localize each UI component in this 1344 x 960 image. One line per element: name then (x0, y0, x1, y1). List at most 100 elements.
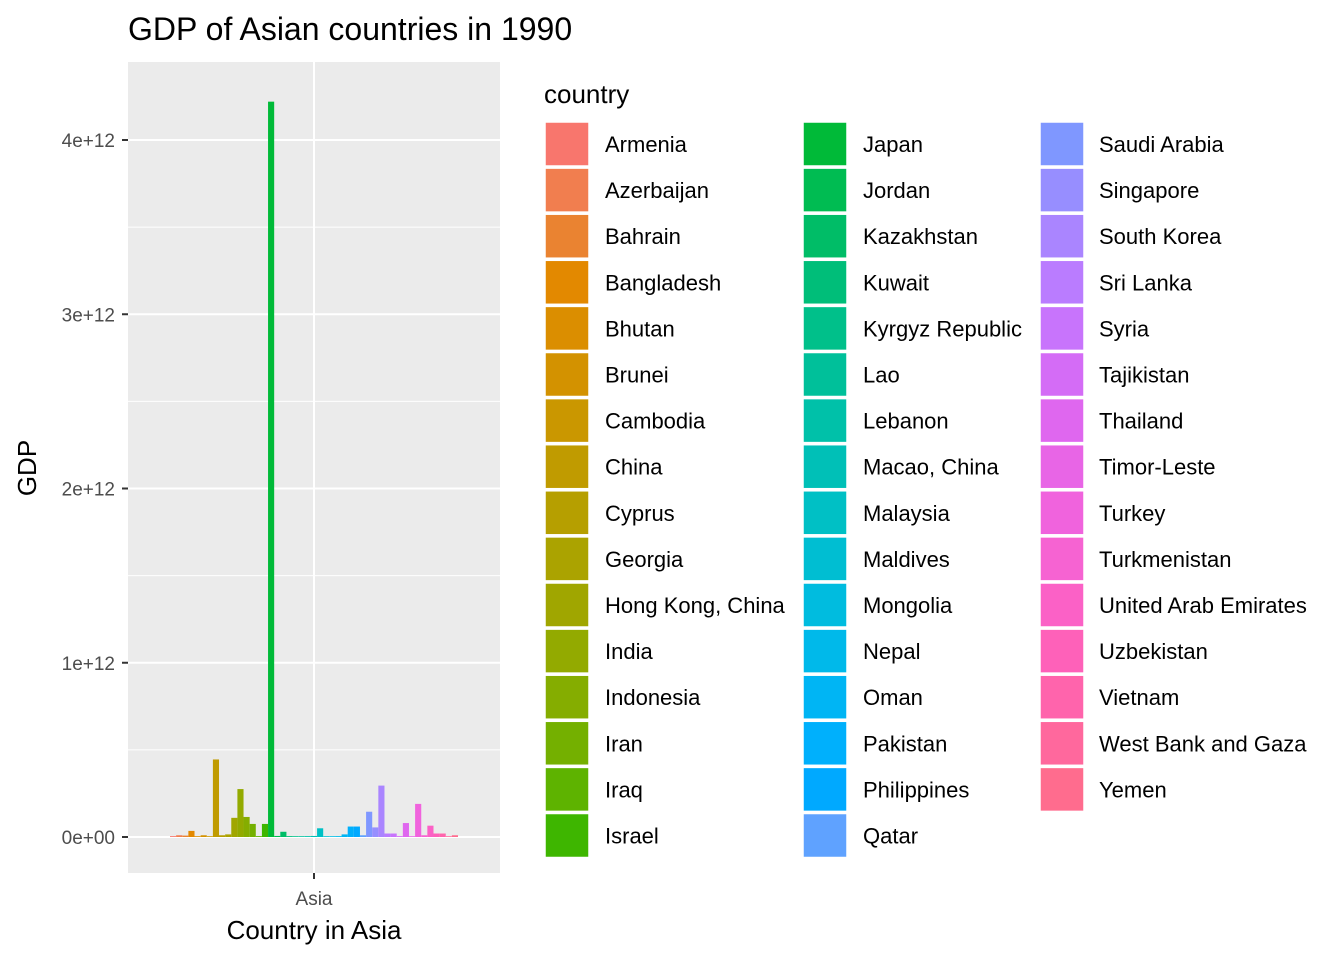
bar (353, 826, 360, 837)
x-axis: Asia (296, 873, 333, 910)
legend-key (1039, 121, 1085, 167)
legend-label: United Arab Emirates (1099, 593, 1307, 618)
bar (182, 835, 189, 837)
legend-key (544, 766, 590, 813)
bar (390, 833, 397, 837)
bar (200, 835, 207, 837)
legend-key (544, 213, 590, 259)
legend-key (544, 305, 590, 352)
legend-label: Kyrgyz Republic (863, 316, 1022, 341)
bar (261, 823, 269, 837)
legend-title: country (544, 79, 629, 109)
legend-key (802, 121, 848, 167)
legend-key (802, 351, 848, 398)
legend-key (1039, 305, 1085, 352)
legend-label: India (605, 639, 653, 664)
bars-layer (170, 101, 458, 838)
legend-key (802, 213, 848, 259)
bar (206, 836, 213, 837)
legend-key (544, 259, 590, 306)
bar (243, 816, 250, 837)
legend: Armenia Azerbaijan Bahrain Bangladesh Bhutan… (544, 121, 1307, 859)
legend-key (802, 443, 848, 490)
legend-key (1039, 582, 1085, 628)
legend-label: Iran (605, 731, 643, 756)
legend-key (544, 167, 590, 213)
legend-key (1039, 766, 1085, 813)
legend-label: Sri Lanka (1099, 270, 1193, 295)
legend-key (1039, 259, 1085, 306)
bar (347, 826, 354, 837)
chart-title: GDP of Asian countries in 1990 (128, 11, 572, 47)
bar (445, 836, 452, 837)
bar (249, 823, 256, 837)
legend-key (802, 582, 848, 628)
bar (170, 836, 177, 837)
bar (408, 836, 416, 837)
legend-label: Israel (605, 824, 659, 849)
legend-label: Bangladesh (605, 270, 721, 295)
y-tick-label: 1e+12 (62, 654, 115, 675)
legend-key (802, 536, 848, 582)
bar (384, 833, 391, 837)
legend-key (544, 536, 590, 582)
legend-label: Bahrain (605, 224, 681, 249)
legend-label: Thailand (1099, 409, 1183, 434)
legend-key (802, 167, 848, 213)
legend-key (1039, 674, 1085, 720)
legend-label: Yemen (1099, 777, 1167, 802)
legend-key (802, 720, 848, 767)
bar (176, 835, 183, 837)
legend-label: Iraq (605, 777, 643, 802)
legend-label: Jordan (863, 178, 930, 203)
bar (372, 827, 379, 837)
legend-label: Singapore (1099, 178, 1199, 203)
bar (225, 834, 232, 837)
bar (378, 785, 385, 837)
legend-key (802, 259, 848, 306)
legend-key (544, 582, 590, 628)
legend-key (1039, 536, 1085, 582)
legend-label: Turkey (1099, 501, 1165, 526)
y-axis: 0e+00 1e+12 2e+12 3e+12 4e+12 (62, 131, 128, 849)
bar (286, 836, 293, 837)
legend-label: South Korea (1099, 224, 1222, 249)
bar (255, 836, 262, 837)
bar (292, 836, 299, 837)
legend-label: Turkmenistan (1099, 547, 1231, 572)
bar (280, 831, 287, 837)
bar (366, 811, 373, 837)
legend-key (802, 674, 848, 720)
legend-key (1039, 167, 1085, 213)
legend-key (1039, 628, 1085, 674)
legend-label: Cyprus (605, 501, 675, 526)
legend-key (1039, 397, 1085, 444)
legend-label: Syria (1099, 316, 1150, 341)
legend-label: China (605, 455, 663, 480)
legend-label: Armenia (605, 132, 688, 157)
legend-label: Qatar (863, 824, 918, 849)
y-tick-label: 2e+12 (62, 480, 115, 501)
legend-key (544, 812, 590, 859)
grid-lines (128, 62, 500, 873)
legend-key (544, 628, 590, 674)
bar (329, 836, 336, 837)
legend-key (544, 121, 590, 167)
legend-key (802, 490, 848, 536)
bar (310, 835, 318, 837)
legend-label: West Bank and Gaza (1099, 731, 1307, 756)
legend-label: Timor-Leste (1099, 455, 1216, 480)
legend-label: Macao, China (863, 455, 1000, 480)
bar (421, 835, 428, 837)
legend-key (1039, 720, 1085, 767)
legend-key (1039, 351, 1085, 398)
bar (188, 830, 195, 837)
bar (335, 836, 342, 837)
legend-label: Lebanon (863, 409, 949, 434)
legend-key (802, 766, 848, 813)
legend-label: Mongolia (863, 593, 953, 618)
legend-label: Kuwait (863, 270, 929, 295)
legend-label: Vietnam (1099, 685, 1179, 710)
x-axis-title: Country in Asia (227, 915, 402, 945)
